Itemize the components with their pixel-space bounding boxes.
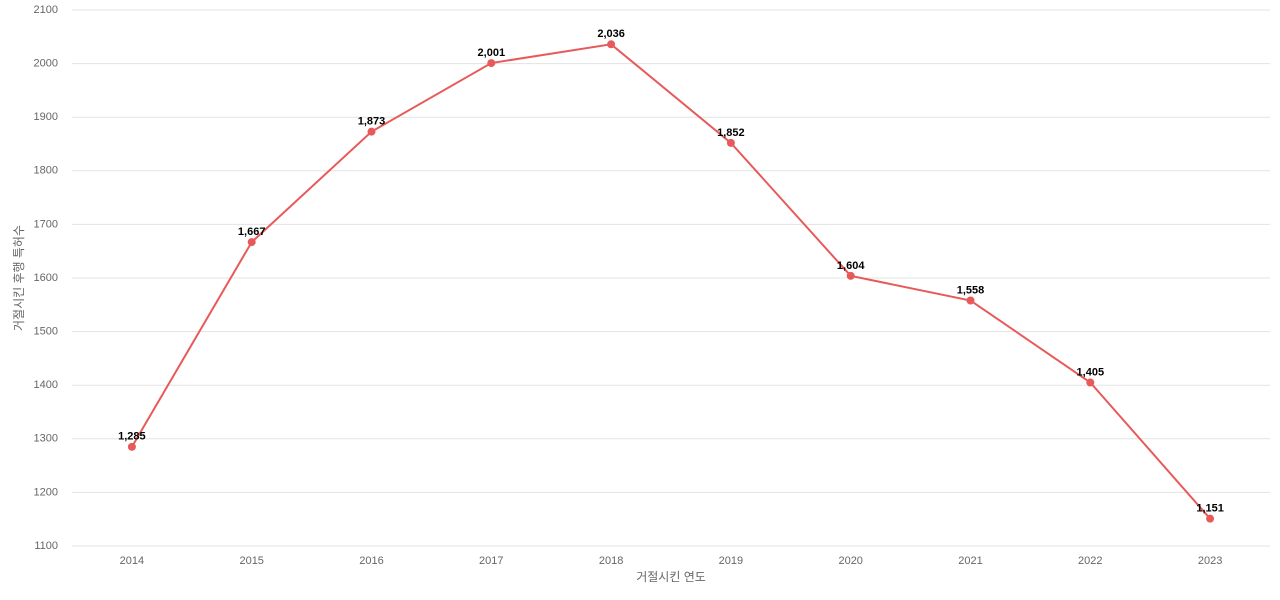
x-tick-label: 2022 — [1078, 555, 1102, 567]
value-label: 1,151 — [1196, 503, 1224, 515]
value-label: 1,405 — [1077, 366, 1105, 378]
x-tick-label: 2014 — [120, 555, 144, 567]
data-point — [367, 127, 376, 136]
y-tick-label: 1200 — [34, 486, 58, 498]
data-point — [607, 40, 616, 49]
y-tick-label: 1400 — [34, 379, 58, 391]
value-label: 2,036 — [597, 28, 625, 40]
y-tick-label: 1900 — [34, 111, 58, 123]
x-tick-label: 2019 — [719, 555, 743, 567]
x-tick-label: 2021 — [958, 555, 982, 567]
y-tick-label: 2000 — [34, 58, 58, 70]
x-tick-label: 2020 — [838, 555, 862, 567]
data-point — [127, 442, 136, 451]
data-point — [487, 59, 496, 68]
data-point — [1086, 378, 1095, 387]
data-point — [726, 138, 735, 147]
value-label: 1,604 — [837, 260, 865, 272]
x-tick-label: 2017 — [479, 555, 503, 567]
y-tick-label: 1600 — [34, 272, 58, 284]
value-label: 1,852 — [717, 127, 745, 139]
data-point — [966, 296, 975, 305]
y-tick-label: 1700 — [34, 218, 58, 230]
x-axis-label: 거절시킨 연도 — [636, 570, 706, 584]
x-tick-label: 2018 — [599, 555, 623, 567]
value-label: 2,001 — [478, 47, 506, 59]
y-tick-label: 2100 — [34, 4, 58, 16]
y-axis-label: 거절시킨 후행 특허수 — [11, 225, 26, 331]
x-tick-label: 2023 — [1198, 555, 1222, 567]
value-label: 1,558 — [957, 284, 985, 296]
y-tick-label: 1800 — [34, 165, 58, 177]
data-line — [131, 43, 1211, 520]
x-tick-label: 2016 — [359, 555, 383, 567]
value-label: 1,873 — [358, 116, 386, 128]
value-label: 1,667 — [238, 226, 266, 238]
y-tick-label: 1300 — [34, 433, 58, 445]
value-label: 1,285 — [118, 431, 146, 443]
x-tick-label: 2015 — [239, 555, 263, 567]
data-point — [247, 238, 256, 247]
data-point — [846, 271, 855, 280]
data-point — [1206, 514, 1215, 523]
y-tick-label: 1500 — [34, 326, 58, 338]
y-tick-label: 1100 — [34, 540, 58, 552]
